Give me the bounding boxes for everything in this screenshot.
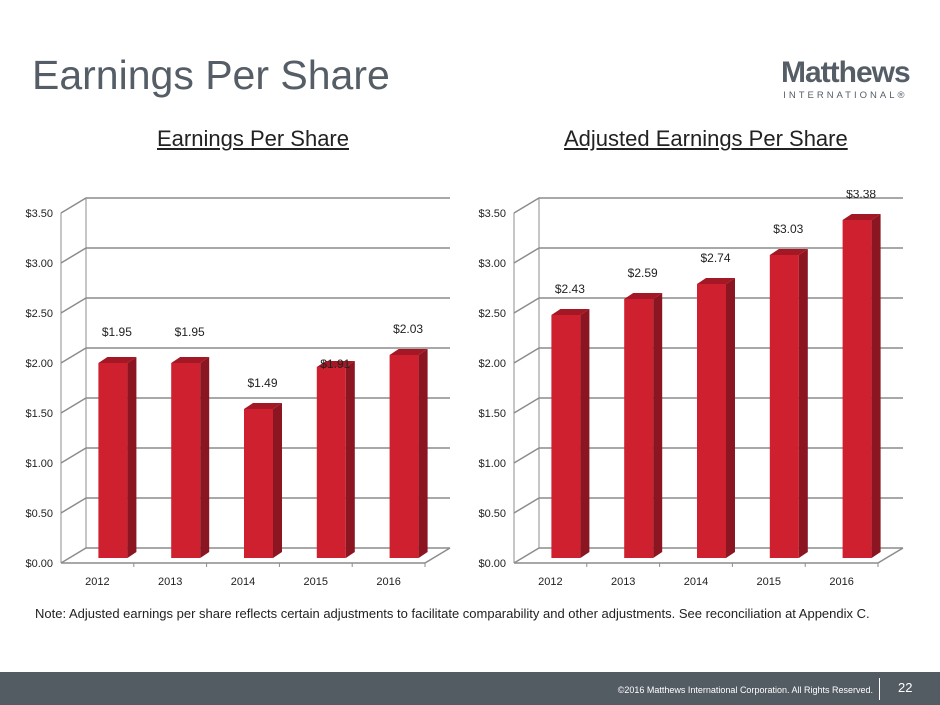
footnote: Note: Adjusted earnings per share reflec…: [35, 606, 870, 621]
bar-2014: [244, 409, 273, 558]
y-tick-label: $0.00: [25, 558, 53, 570]
gridline: [60, 197, 450, 214]
bar-side-2015: [798, 249, 808, 558]
bar-side-2012: [127, 357, 137, 558]
y-tick-label: $1.50: [25, 408, 53, 420]
data-label: $3.03: [773, 222, 803, 236]
gridline: [60, 247, 450, 264]
bar-side-2012: [580, 309, 590, 558]
bar-side-2014: [726, 278, 735, 558]
bar-top-2015: [769, 249, 808, 255]
bar-2016: [842, 220, 872, 558]
y-tick-label: $2.00: [25, 358, 53, 370]
bar-2012: [551, 315, 581, 558]
logo-sub: INTERNATIONAL®: [783, 90, 908, 101]
gridline: [60, 347, 450, 364]
x-tick-label: 2016: [376, 576, 400, 588]
chart-title-adjusted-eps: Adjusted Earnings Per Share: [564, 126, 848, 151]
bar-top-2015: [316, 361, 355, 367]
y-tick-label: $3.50: [25, 208, 53, 220]
x-tick-label: 2015: [757, 576, 781, 588]
bar-2015: [316, 367, 346, 558]
bar-top-2013: [171, 357, 210, 363]
bar-2013: [624, 299, 654, 558]
data-label: $1.95: [102, 325, 132, 339]
copyright: ©2016 Matthews International Corporation…: [617, 685, 873, 695]
bar-top-2012: [551, 309, 590, 315]
data-label: $1.49: [247, 376, 277, 390]
gridline: [513, 197, 903, 214]
y-tick-label: $2.50: [25, 308, 53, 320]
data-label: $2.74: [700, 251, 730, 265]
footer: ©2016 Matthews International Corporation…: [0, 672, 940, 705]
bar-side-2016: [871, 214, 881, 558]
bar-2014: [697, 284, 726, 558]
y-tick-label: $1.50: [478, 408, 506, 420]
matthews-logo: Matthews INTERNATIONAL®: [781, 56, 911, 102]
bar-side-2014: [273, 403, 282, 558]
bar-side-2016: [418, 349, 428, 558]
eps-chart: $0.00 $0.50 $1.00 $1.50 $2.00 $2.50 $3.00 $3.50…: [25, 197, 451, 588]
y-tick-label: $0.00: [478, 558, 506, 570]
y-tick-label: $1.00: [25, 458, 53, 470]
bar-top-2016: [389, 349, 428, 355]
bar-top-2016: [842, 214, 881, 220]
adjusted-eps-chart: $0.00 $0.50 $1.00 $1.50 $2.00 $2.50 $3.00 $3.50…: [478, 190, 904, 588]
data-label: $2.03: [393, 322, 423, 336]
y-tick-label: $3.00: [25, 258, 53, 270]
x-tick-label: 2012: [538, 576, 562, 588]
y-tick-label: $0.50: [478, 508, 506, 520]
page-number: 22: [898, 680, 913, 695]
chart-title-eps: Earnings Per Share: [157, 126, 349, 151]
x-tick-label: 2015: [304, 576, 328, 588]
page-title: Earnings Per Share: [32, 52, 390, 98]
bar-top-2014: [244, 403, 282, 409]
footer-divider: [879, 678, 880, 700]
x-tick-label: 2013: [158, 576, 182, 588]
logo-main: Matthews: [781, 56, 911, 89]
data-label: $2.43: [555, 282, 585, 296]
y-tick-label: $3.00: [478, 258, 506, 270]
data-label: $2.59: [628, 266, 658, 280]
y-tick-label: $3.50: [478, 208, 506, 220]
gridline: [60, 297, 450, 314]
x-tick-label: 2014: [684, 576, 708, 588]
bar-top-2014: [697, 278, 735, 284]
gridline: [513, 247, 903, 264]
y-tick-label: $2.50: [478, 308, 506, 320]
bar-side-2013: [653, 293, 663, 558]
bar-top-2012: [98, 357, 137, 363]
y-tick-label: $0.50: [25, 508, 53, 520]
data-label: $3.38: [846, 190, 876, 201]
data-label: $1.95: [175, 325, 205, 339]
data-label: $1.91: [320, 357, 350, 371]
x-tick-label: 2016: [829, 576, 853, 588]
x-tick-label: 2012: [85, 576, 109, 588]
bar-2012: [98, 363, 128, 558]
bar-2013: [171, 363, 201, 558]
bar-2015: [769, 255, 799, 558]
bar-side-2015: [345, 361, 355, 558]
x-tick-label: 2014: [231, 576, 255, 588]
bar-top-2013: [624, 293, 663, 299]
bar-2016: [389, 355, 419, 558]
x-tick-label: 2013: [611, 576, 635, 588]
y-tick-label: $1.00: [478, 458, 506, 470]
bar-side-2013: [200, 357, 210, 558]
y-tick-label: $2.00: [478, 358, 506, 370]
